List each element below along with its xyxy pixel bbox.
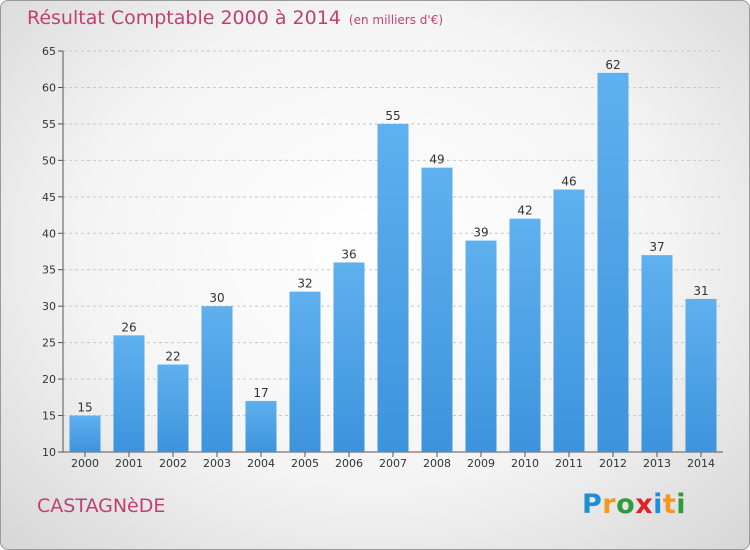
x-tick-label: 2013 xyxy=(643,457,671,470)
x-tick-label: 2006 xyxy=(335,457,363,470)
chart-title-block: Résultat Comptable 2000 à 2014 (en millie… xyxy=(27,7,443,29)
y-tick-label: 10 xyxy=(42,446,56,459)
x-tick-label: 2014 xyxy=(687,457,715,470)
logo-letter: o xyxy=(616,489,636,520)
logo-letter: P xyxy=(582,489,603,520)
y-tick-label: 60 xyxy=(42,81,56,94)
bar xyxy=(333,262,365,452)
bar xyxy=(553,189,585,452)
chart-title: Résultat Comptable 2000 à 2014 xyxy=(27,7,341,29)
bar xyxy=(597,72,629,452)
data-label: 32 xyxy=(297,277,312,291)
logo-letter: r xyxy=(602,489,617,520)
data-label: 42 xyxy=(517,204,532,218)
bar xyxy=(465,240,497,452)
x-tick-label: 2000 xyxy=(71,457,99,470)
data-label: 36 xyxy=(341,247,356,261)
bar xyxy=(289,291,321,452)
y-tick-label: 15 xyxy=(42,410,56,423)
y-tick-label: 20 xyxy=(42,373,56,386)
chart-subtitle: (en milliers d'€) xyxy=(348,13,444,27)
x-tick-label: 2012 xyxy=(599,457,627,470)
bar xyxy=(641,255,673,452)
data-label: 30 xyxy=(209,291,224,305)
data-label: 22 xyxy=(165,350,180,364)
bar xyxy=(421,167,453,452)
data-label: 49 xyxy=(429,153,444,167)
data-label: 46 xyxy=(561,175,576,189)
logo-letter: x xyxy=(635,489,654,520)
bar xyxy=(113,335,145,452)
logo-letter: i xyxy=(676,489,687,520)
y-tick-label: 55 xyxy=(42,118,56,131)
y-tick-label: 45 xyxy=(42,191,56,204)
bar xyxy=(685,298,717,452)
y-tick-label: 25 xyxy=(42,337,56,350)
logo-letter: i xyxy=(653,489,663,520)
x-tick-label: 2005 xyxy=(291,457,319,470)
y-tick-label: 40 xyxy=(42,227,56,240)
data-label: 17 xyxy=(253,386,268,400)
data-label: 62 xyxy=(605,58,620,72)
bar xyxy=(377,123,409,452)
bar xyxy=(201,306,233,452)
data-label: 55 xyxy=(385,109,400,123)
bar xyxy=(157,364,189,452)
x-tick-label: 2003 xyxy=(203,457,231,470)
y-tick-label: 65 xyxy=(42,45,56,58)
data-label: 26 xyxy=(121,320,136,334)
data-label: 15 xyxy=(77,401,92,415)
data-label: 37 xyxy=(649,240,664,254)
y-tick-label: 50 xyxy=(42,154,56,167)
logo-letter: t xyxy=(662,489,677,520)
commune-name: CASTAGNèDE xyxy=(37,495,166,517)
x-tick-label: 2001 xyxy=(115,457,143,470)
x-tick-label: 2010 xyxy=(511,457,539,470)
proxiti-logo: Proxiti xyxy=(582,489,686,520)
x-tick-label: 2008 xyxy=(423,457,451,470)
x-tick-label: 2011 xyxy=(555,457,583,470)
x-tick-label: 2007 xyxy=(379,457,407,470)
y-tick-label: 35 xyxy=(42,264,56,277)
data-label: 31 xyxy=(693,284,708,298)
y-tick-label: 30 xyxy=(42,300,56,313)
bar xyxy=(69,415,101,452)
bar xyxy=(509,218,541,452)
x-tick-label: 2002 xyxy=(159,457,187,470)
x-tick-label: 2004 xyxy=(247,457,275,470)
bar xyxy=(245,400,277,452)
x-tick-label: 2009 xyxy=(467,457,495,470)
data-label: 39 xyxy=(473,226,488,240)
